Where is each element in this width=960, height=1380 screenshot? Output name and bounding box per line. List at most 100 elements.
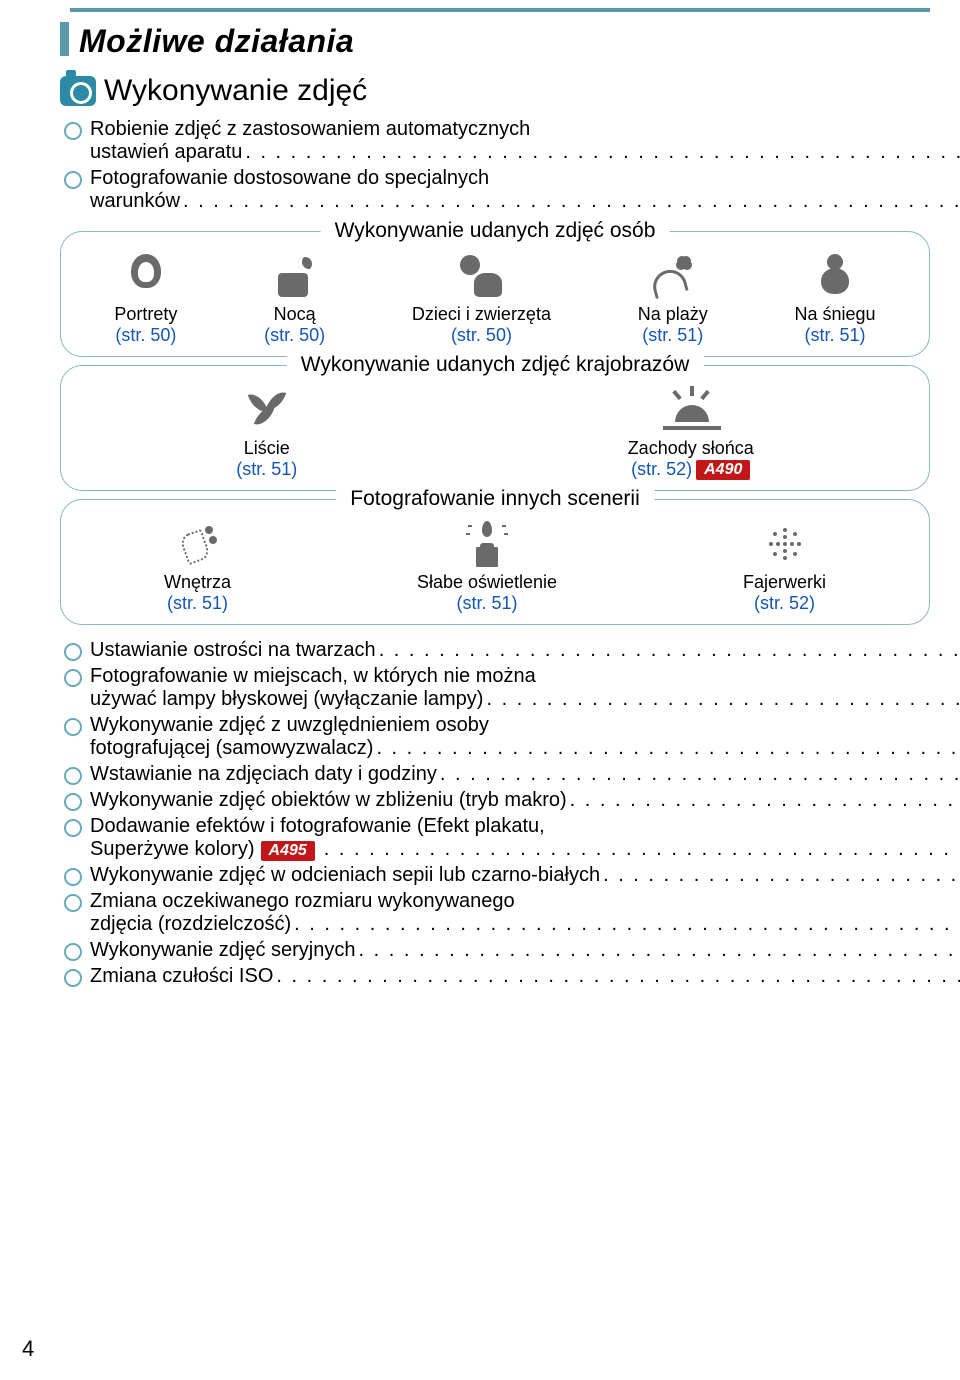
bullet-icon bbox=[64, 793, 82, 811]
model-badge: A495 bbox=[261, 841, 315, 861]
section-title: Wykonywanie zdjęć bbox=[104, 74, 367, 108]
toc-item-body: Zmiana czułości ISO. . . . . . . . . . .… bbox=[90, 965, 960, 988]
toc-item-body: Fotografowanie w miejscach, w których ni… bbox=[90, 665, 960, 711]
section-header: Wykonywanie zdjęć bbox=[60, 74, 930, 108]
leader-dots: . . . . . . . . . . . . . . . . . . . . … bbox=[321, 838, 960, 861]
mode-ref[interactable]: (str. 50) bbox=[451, 325, 512, 346]
indoor-icon bbox=[169, 520, 225, 568]
page-number: 4 bbox=[22, 1336, 34, 1362]
toc-item-body: Fotografowanie dostosowane do specjalnyc… bbox=[90, 167, 960, 213]
panel-title: Fotografowanie innych scenerii bbox=[336, 487, 654, 511]
toc-item-body: Wykonywanie zdjęć seryjnych. . . . . . .… bbox=[90, 939, 960, 962]
toc-item-body: Dodawanie efektów i fotografowanie (Efek… bbox=[90, 815, 960, 861]
leaf-icon bbox=[239, 386, 295, 434]
mode-label: Fajerwerki bbox=[743, 572, 826, 593]
toc-text: fotografującej (samowyzwalacz) bbox=[90, 737, 373, 760]
toc-item[interactable]: Ustawianie ostrości na twarzach. . . . .… bbox=[64, 639, 930, 662]
mode-ref[interactable]: (str. 52) bbox=[754, 593, 815, 614]
night-icon bbox=[267, 252, 323, 300]
leader-dots: . . . . . . . . . . . . . . . . . . . . … bbox=[355, 939, 960, 962]
mode-cell: Dzieci i zwierzęta(str. 50) bbox=[412, 252, 551, 346]
mode-label: Wnętrza bbox=[164, 572, 231, 593]
toc-item[interactable]: Fotografowanie dostosowane do specjalnyc… bbox=[64, 167, 930, 213]
toc-item[interactable]: Dodawanie efektów i fotografowanie (Efek… bbox=[64, 815, 930, 861]
leader-dots: . . . . . . . . . . . . . . . . . . . . … bbox=[180, 190, 960, 213]
mode-ref[interactable]: (str. 51) bbox=[236, 459, 297, 480]
toc-item[interactable]: Wykonywanie zdjęć w odcieniach sepii lub… bbox=[64, 864, 930, 887]
mode-ref[interactable]: (str. 52)A490 bbox=[631, 459, 750, 480]
mode-ref[interactable]: (str. 50) bbox=[264, 325, 325, 346]
toc-text: Ustawianie ostrości na twarzach bbox=[90, 639, 376, 662]
toc-item-body: Wykonywanie zdjęć z uwzględnieniem osoby… bbox=[90, 714, 960, 760]
mode-cell: Fajerwerki(str. 52) bbox=[743, 520, 826, 614]
bullet-icon bbox=[64, 969, 82, 987]
toc-item-body: Wykonywanie zdjęć obiektów w zbliżeniu (… bbox=[90, 789, 960, 812]
toc-text: Wykonywanie zdjęć z uwzględnieniem osoby bbox=[90, 714, 960, 737]
toc-item[interactable]: Wykonywanie zdjęć z uwzględnieniem osoby… bbox=[64, 714, 930, 760]
toc-item[interactable]: Fotografowanie w miejscach, w których ni… bbox=[64, 665, 930, 711]
toc-item-body: Ustawianie ostrości na twarzach. . . . .… bbox=[90, 639, 960, 662]
mode-ref[interactable]: (str. 51) bbox=[456, 593, 517, 614]
mode-cell: Słabe oświetlenie(str. 51) bbox=[417, 520, 557, 614]
toc-text: Wykonywanie zdjęć obiektów w zbliżeniu (… bbox=[90, 789, 567, 812]
mode-label: Liście bbox=[244, 438, 290, 459]
panel-title: Wykonywanie udanych zdjęć krajobrazów bbox=[287, 353, 704, 377]
mode-label: Portrety bbox=[114, 304, 177, 325]
model-badge: A490 bbox=[696, 460, 750, 480]
portrait-icon bbox=[118, 252, 174, 300]
mode-label: Słabe oświetlenie bbox=[417, 572, 557, 593]
toc-item[interactable]: Zmiana oczekiwanego rozmiaru wykonywaneg… bbox=[64, 890, 930, 936]
mode-cell: Na śniegu(str. 51) bbox=[795, 252, 876, 346]
mode-cell: Zachody słońca(str. 52)A490 bbox=[628, 386, 754, 480]
bullet-icon bbox=[64, 894, 82, 912]
mode-cell: Portrety(str. 50) bbox=[114, 252, 177, 346]
toc-item[interactable]: Zmiana czułości ISO. . . . . . . . . . .… bbox=[64, 965, 930, 988]
toc-item-body: Zmiana oczekiwanego rozmiaru wykonywaneg… bbox=[90, 890, 960, 936]
bullet-icon bbox=[64, 767, 82, 785]
leader-dots: . . . . . . . . . . . . . . . . . . . . … bbox=[273, 965, 960, 988]
leader-dots: . . . . . . . . . . . . . . . . . . . . … bbox=[437, 763, 960, 786]
toc-text: Zmiana oczekiwanego rozmiaru wykonywaneg… bbox=[90, 890, 960, 913]
toc-text: Superżywe kolory) bbox=[90, 838, 255, 861]
toc-item[interactable]: Wstawianie na zdjęciach daty i godziny. … bbox=[64, 763, 930, 786]
panel-other: Fotografowanie innych scenerii Wnętrza(s… bbox=[60, 499, 930, 625]
toc-text: warunków bbox=[90, 190, 180, 213]
kids-icon bbox=[453, 252, 509, 300]
panel-title: Wykonywanie udanych zdjęć osób bbox=[321, 219, 670, 243]
bottom-content-list: Ustawianie ostrości na twarzach. . . . .… bbox=[60, 639, 930, 988]
panel-people: Wykonywanie udanych zdjęć osób Portrety(… bbox=[60, 231, 930, 357]
leader-dots: . . . . . . . . . . . . . . . . . . . . … bbox=[373, 737, 960, 760]
mode-label: Na śniegu bbox=[795, 304, 876, 325]
toc-text: Robienie zdjęć z zastosowaniem automatyc… bbox=[90, 118, 960, 141]
toc-item-body: Wykonywanie zdjęć w odcieniach sepii lub… bbox=[90, 864, 960, 887]
panel-landscapes: Wykonywanie udanych zdjęć krajobrazów Li… bbox=[60, 365, 930, 491]
leader-dots: . . . . . . . . . . . . . . . . . . . . … bbox=[376, 639, 960, 662]
toc-text: Wykonywanie zdjęć w odcieniach sepii lub… bbox=[90, 864, 600, 887]
mode-label: Na plaży bbox=[638, 304, 708, 325]
camera-icon bbox=[60, 76, 96, 106]
mode-ref[interactable]: (str. 51) bbox=[642, 325, 703, 346]
mode-ref[interactable]: (str. 50) bbox=[115, 325, 176, 346]
top-rule bbox=[70, 8, 930, 12]
mode-label: Dzieci i zwierzęta bbox=[412, 304, 551, 325]
bullet-icon bbox=[64, 718, 82, 736]
leader-dots: . . . . . . . . . . . . . . . . . . . . … bbox=[291, 913, 960, 936]
bullet-icon bbox=[64, 669, 82, 687]
toc-item[interactable]: Robienie zdjęć z zastosowaniem automatyc… bbox=[64, 118, 930, 164]
sunset-icon bbox=[663, 386, 719, 434]
mode-cell: Wnętrza(str. 51) bbox=[164, 520, 231, 614]
leader-dots: . . . . . . . . . . . . . . . . . . . . … bbox=[483, 688, 960, 711]
bullet-icon bbox=[64, 171, 82, 189]
toc-text: Zmiana czułości ISO bbox=[90, 965, 273, 988]
toc-item[interactable]: Wykonywanie zdjęć obiektów w zbliżeniu (… bbox=[64, 789, 930, 812]
toc-text: Wykonywanie zdjęć seryjnych bbox=[90, 939, 355, 962]
bullet-icon bbox=[64, 643, 82, 661]
mode-ref[interactable]: (str. 51) bbox=[167, 593, 228, 614]
toc-item[interactable]: Wykonywanie zdjęć seryjnych. . . . . . .… bbox=[64, 939, 930, 962]
toc-item-body: Robienie zdjęć z zastosowaniem automatyc… bbox=[90, 118, 960, 164]
mode-ref[interactable]: (str. 51) bbox=[805, 325, 866, 346]
mode-cell: Na plaży(str. 51) bbox=[638, 252, 708, 346]
mode-cell: Nocą(str. 50) bbox=[264, 252, 325, 346]
candle-icon bbox=[459, 520, 515, 568]
mode-label: Nocą bbox=[274, 304, 316, 325]
